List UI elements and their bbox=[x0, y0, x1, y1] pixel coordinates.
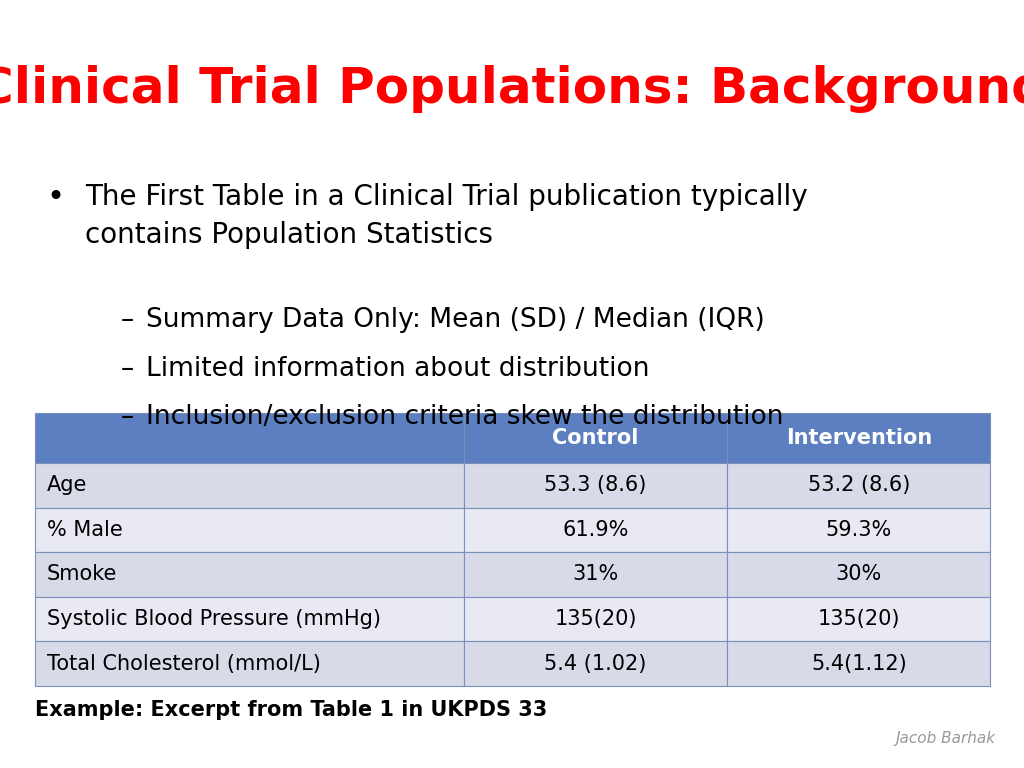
Text: Intervention: Intervention bbox=[785, 428, 932, 449]
Bar bbox=[727, 552, 990, 597]
Text: Control: Control bbox=[552, 428, 639, 449]
Bar bbox=[35, 463, 464, 508]
Bar bbox=[727, 413, 990, 463]
Text: Clinical Trial Populations: Background: Clinical Trial Populations: Background bbox=[0, 65, 1024, 113]
Text: % Male: % Male bbox=[47, 520, 123, 540]
Text: –: – bbox=[121, 356, 134, 382]
Bar bbox=[727, 641, 990, 686]
Text: 135(20): 135(20) bbox=[817, 609, 900, 629]
Text: 53.3 (8.6): 53.3 (8.6) bbox=[545, 475, 647, 495]
Text: Summary Data Only: Mean (SD) / Median (IQR): Summary Data Only: Mean (SD) / Median (I… bbox=[146, 307, 765, 333]
Text: Jacob Barhak: Jacob Barhak bbox=[895, 731, 995, 746]
Bar bbox=[35, 413, 464, 463]
Bar bbox=[35, 597, 464, 641]
Bar bbox=[35, 508, 464, 552]
Text: Total Cholesterol (mmol/L): Total Cholesterol (mmol/L) bbox=[47, 654, 321, 674]
Bar bbox=[464, 463, 727, 508]
Text: 31%: 31% bbox=[572, 564, 618, 584]
Text: Smoke: Smoke bbox=[47, 564, 118, 584]
Bar bbox=[464, 552, 727, 597]
Text: 135(20): 135(20) bbox=[554, 609, 637, 629]
Text: 53.2 (8.6): 53.2 (8.6) bbox=[808, 475, 910, 495]
Bar bbox=[727, 463, 990, 508]
Bar bbox=[727, 508, 990, 552]
Text: Inclusion/exclusion criteria skew the distribution: Inclusion/exclusion criteria skew the di… bbox=[146, 404, 784, 430]
Text: The First Table in a Clinical Trial publication typically
contains Population St: The First Table in a Clinical Trial publ… bbox=[85, 183, 808, 249]
Text: 5.4 (1.02): 5.4 (1.02) bbox=[545, 654, 647, 674]
Text: •: • bbox=[46, 183, 65, 212]
Text: 30%: 30% bbox=[836, 564, 882, 584]
Text: Age: Age bbox=[47, 475, 87, 495]
Text: –: – bbox=[121, 307, 134, 333]
Text: 61.9%: 61.9% bbox=[562, 520, 629, 540]
Bar bbox=[464, 641, 727, 686]
Text: Systolic Blood Pressure (mmHg): Systolic Blood Pressure (mmHg) bbox=[47, 609, 381, 629]
Bar bbox=[35, 641, 464, 686]
Bar bbox=[464, 508, 727, 552]
Bar bbox=[727, 597, 990, 641]
Text: Limited information about distribution: Limited information about distribution bbox=[146, 356, 650, 382]
Text: 59.3%: 59.3% bbox=[825, 520, 892, 540]
Bar bbox=[35, 552, 464, 597]
Text: Example: Excerpt from Table 1 in UKPDS 33: Example: Excerpt from Table 1 in UKPDS 3… bbox=[35, 700, 547, 720]
Bar bbox=[464, 597, 727, 641]
Text: –: – bbox=[121, 404, 134, 430]
Text: 5.4(1.12): 5.4(1.12) bbox=[811, 654, 906, 674]
Bar bbox=[464, 413, 727, 463]
